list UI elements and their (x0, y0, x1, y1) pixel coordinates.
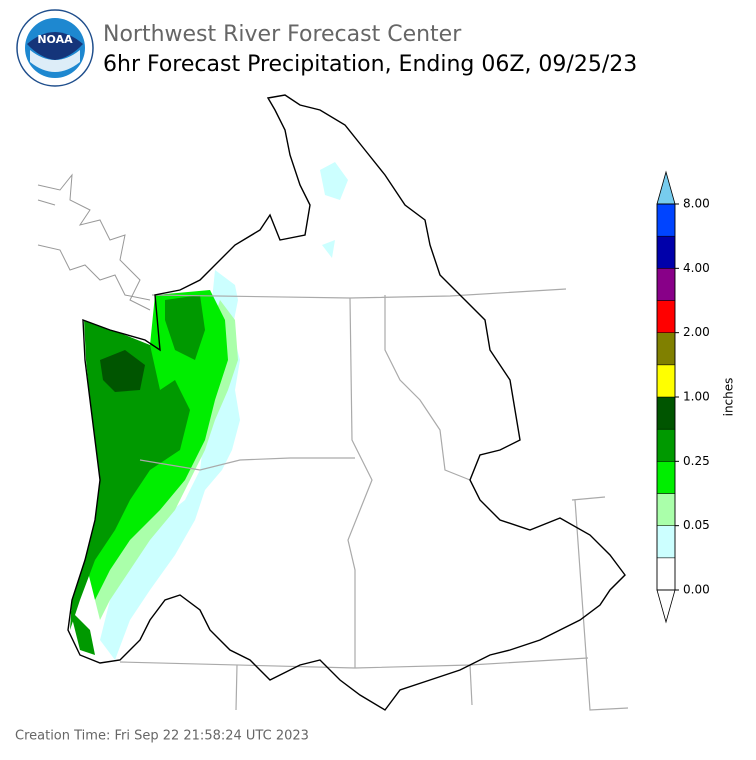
colorbar-segment (656, 557, 676, 591)
colorbar-segment (656, 525, 676, 559)
colorbar-segment (656, 268, 676, 301)
colorbar-segment (656, 203, 676, 237)
map (37, 94, 629, 711)
colorbar-over (656, 170, 676, 205)
colorbar-tick-label: 2.00 (683, 325, 710, 339)
colorbar-segment (656, 235, 676, 269)
colorbar-segment (656, 396, 676, 430)
colorbar-segment (656, 364, 676, 398)
title: Northwest River Forecast Center (103, 22, 462, 47)
colorbar-label: inches (722, 378, 736, 417)
logo-text: NOAA (37, 33, 73, 46)
colorbar-tick-label: 0.25 (683, 454, 710, 468)
colorbar-segment (656, 428, 676, 462)
colorbar-tick-label: 4.00 (683, 261, 710, 275)
colorbar-tick-label: 1.00 (683, 390, 710, 404)
subtitle: 6hr Forecast Precipitation, Ending 06Z, … (103, 52, 637, 77)
state-borders (119, 288, 629, 711)
colorbar: 0.00 0.05 0.25 1.00 2.00 4.00 8.00 (656, 170, 710, 624)
basin-outline (67, 94, 626, 711)
colorbar-segment (656, 493, 676, 526)
colorbar-tick-label: 0.00 (683, 583, 710, 597)
noaa-logo: NOAA (16, 9, 94, 87)
colorbar-tick-label: 0.05 (683, 518, 710, 532)
colorbar-segment (656, 300, 676, 333)
colorbar-segment (656, 332, 676, 366)
creation-time: Creation Time: Fri Sep 22 21:58:24 UTC 2… (15, 729, 309, 744)
colorbar-under (656, 589, 676, 624)
colorbar-tick-label: 8.00 (683, 197, 710, 211)
precip-areas (70, 162, 348, 660)
coastline (37, 173, 151, 311)
colorbar-segment (656, 461, 676, 494)
